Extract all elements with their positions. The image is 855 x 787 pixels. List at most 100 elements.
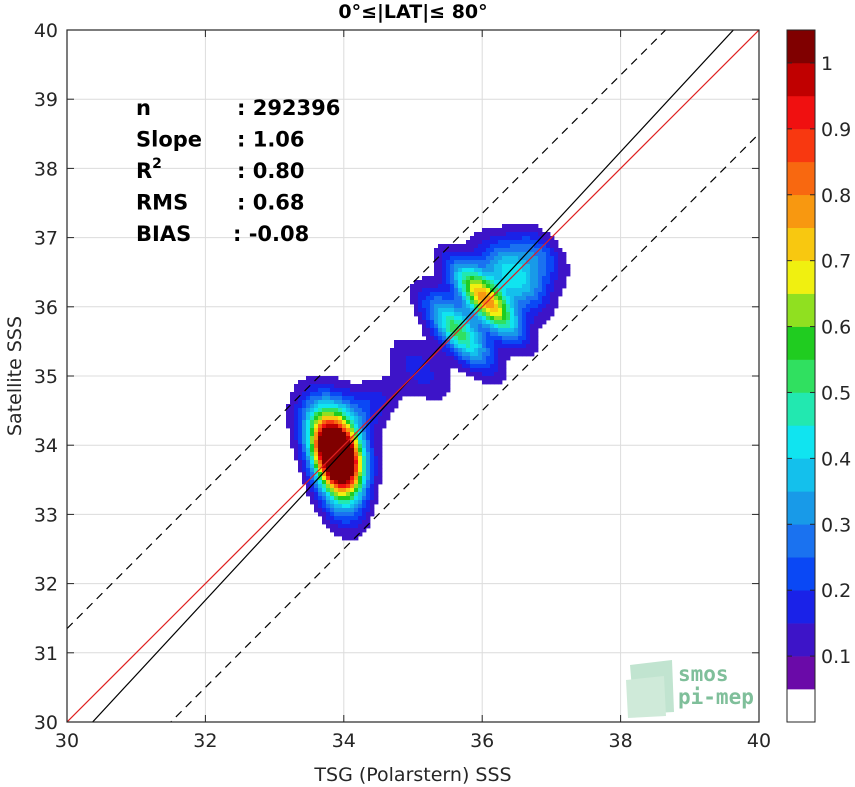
density-cell: [342, 392, 347, 397]
density-cell: [358, 416, 363, 421]
density-cell: [514, 228, 519, 233]
density-cell: [430, 372, 435, 377]
density-cell: [338, 456, 343, 461]
colorbar-tick-label: 0.8: [821, 185, 851, 207]
density-cell: [454, 324, 459, 329]
density-cell: [474, 260, 479, 265]
density-cell: [370, 492, 375, 497]
density-cell: [354, 512, 359, 517]
density-cell: [478, 276, 483, 281]
density-cell: [346, 484, 351, 489]
density-cell: [374, 412, 379, 417]
density-cell: [514, 256, 519, 261]
density-cell: [526, 260, 531, 265]
density-cell: [426, 296, 431, 301]
density-cell: [366, 508, 371, 513]
density-cell: [498, 252, 503, 257]
density-cell: [494, 292, 499, 297]
density-cell: [442, 300, 447, 305]
density-cell: [562, 264, 567, 269]
density-cell: [478, 280, 483, 285]
density-cell: [558, 248, 563, 253]
density-cell: [358, 500, 363, 505]
density-cell: [390, 392, 395, 397]
density-cell: [546, 312, 551, 317]
density-cell: [486, 304, 491, 309]
density-cell: [506, 312, 511, 317]
density-cell: [514, 260, 519, 265]
density-cell: [374, 424, 379, 429]
density-cell: [462, 296, 467, 301]
density-cell: [534, 228, 539, 233]
density-cell: [342, 444, 347, 449]
x-tick-label: 32: [193, 730, 217, 752]
density-cell: [358, 460, 363, 465]
density-cell: [326, 492, 331, 497]
regression-line: [67, 30, 759, 722]
density-cell: [478, 336, 483, 341]
density-cell: [314, 376, 319, 381]
density-cell: [454, 252, 459, 257]
density-cell: [434, 296, 439, 301]
density-cell: [394, 380, 399, 385]
density-cell: [354, 448, 359, 453]
density-cell: [310, 380, 315, 385]
density-cell: [462, 320, 467, 325]
density-cell: [418, 284, 423, 289]
density-cell: [326, 480, 331, 485]
density-cell: [430, 300, 435, 305]
density-cell: [406, 340, 411, 345]
density-cell: [438, 268, 443, 273]
density-cell: [518, 268, 523, 273]
density-cell: [342, 528, 347, 533]
density-cell: [366, 412, 371, 417]
density-cell: [418, 384, 423, 389]
density-cell: [414, 300, 419, 305]
density-cell: [338, 480, 343, 485]
density-cell: [466, 280, 471, 285]
density-cell: [310, 436, 315, 441]
density-cell: [338, 492, 343, 497]
density-cell: [342, 512, 347, 517]
density-cell: [442, 320, 447, 325]
density-cell: [446, 348, 451, 353]
density-cell: [530, 224, 535, 229]
density-cell: [422, 320, 427, 325]
density-cell: [358, 420, 363, 425]
density-cell: [486, 296, 491, 301]
density-cell: [466, 248, 471, 253]
density-cell: [514, 312, 519, 317]
density-cell: [466, 328, 471, 333]
density-cell: [350, 408, 355, 413]
density-cell: [526, 312, 531, 317]
density-cell: [466, 268, 471, 273]
density-cell: [406, 360, 411, 365]
density-cell: [438, 356, 443, 361]
density-cell: [418, 312, 423, 317]
density-cell: [398, 340, 403, 345]
density-cell: [482, 264, 487, 269]
density-cell: [522, 316, 527, 321]
density-cell: [526, 352, 531, 357]
density-cell: [366, 520, 371, 525]
density-cell: [334, 452, 339, 457]
density-cell: [374, 400, 379, 405]
density-cell: [350, 396, 355, 401]
density-cell: [334, 508, 339, 513]
density-cell: [438, 292, 443, 297]
density-cell: [414, 392, 419, 397]
y-tick-label: 40: [34, 20, 58, 42]
density-cell: [462, 248, 467, 253]
density-cell: [482, 308, 487, 313]
density-cell: [522, 344, 527, 349]
density-cell: [430, 348, 435, 353]
density-cell: [534, 280, 539, 285]
density-cell: [478, 248, 483, 253]
density-cell: [402, 364, 407, 369]
density-cell: [494, 368, 499, 373]
density-cell: [374, 384, 379, 389]
density-cell: [426, 344, 431, 349]
density-cell: [490, 332, 495, 337]
density-cell: [318, 388, 323, 393]
density-cell: [394, 364, 399, 369]
